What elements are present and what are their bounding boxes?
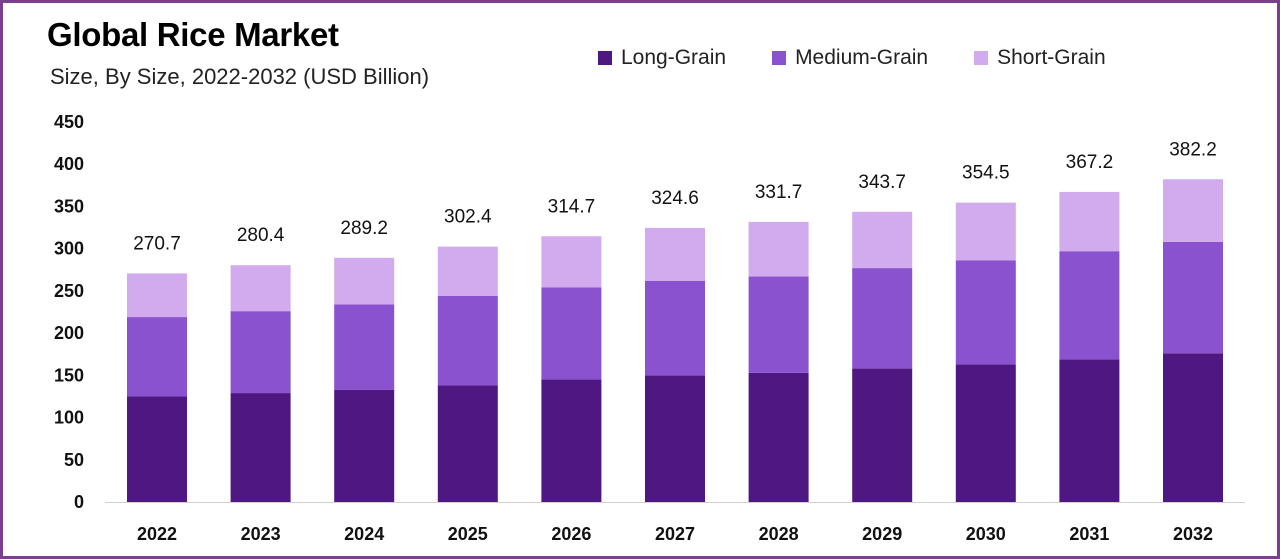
bar-segment-short-grain (645, 227, 705, 281)
bar-segment-short-grain (748, 221, 809, 277)
bar-total-label: 367.2 (1066, 152, 1114, 173)
bar-segment-long-grain (645, 375, 705, 502)
x-tick-label: 2023 (241, 524, 281, 544)
x-tick-label: 2022 (137, 524, 177, 544)
bar-total-label: 302.4 (444, 207, 492, 228)
chart-subtitle: Size, By Size, 2022-2032 (USD Billion) (50, 64, 430, 89)
bar-segment-long-grain (437, 385, 498, 502)
legend-label-long-grain: Long-Grain (621, 46, 727, 69)
bar-segment-short-grain (852, 211, 913, 269)
bar-segment-long-grain (230, 393, 291, 502)
bar-segment-medium-grain (1163, 241, 1223, 354)
bar-segment-short-grain (230, 265, 291, 312)
x-tick-label: 2025 (448, 524, 488, 544)
bar-segment-short-grain (1163, 179, 1223, 242)
y-tick-label: 350 (54, 196, 84, 216)
bar-segment-medium-grain (437, 295, 498, 386)
legend-item-long-grain: Long-Grain (598, 46, 726, 70)
bar-segment-medium-grain (1059, 251, 1120, 360)
bar-segment-short-grain (541, 236, 602, 288)
bar-total-label: 270.7 (133, 233, 181, 254)
bar-segment-medium-grain (645, 280, 705, 376)
bar-segment-long-grain (127, 396, 187, 502)
y-tick-label: 150 (54, 365, 84, 385)
bar-segment-long-grain (334, 389, 395, 502)
y-tick-label: 50 (64, 450, 84, 470)
bar-segment-short-grain (334, 257, 395, 305)
bar-segment-long-grain (852, 368, 913, 502)
y-tick-label: 200 (54, 323, 84, 343)
bar-segment-long-grain (748, 372, 809, 502)
bar-total-label: 382.2 (1169, 139, 1217, 160)
bar-segment-short-grain (127, 273, 187, 318)
bar-segment-medium-grain (955, 260, 1016, 365)
y-tick-label: 300 (54, 239, 84, 259)
bar-total-label: 343.7 (858, 172, 906, 193)
bar-segment-short-grain (1059, 191, 1120, 252)
y-tick-label: 100 (54, 408, 84, 428)
legend-item-medium-grain: Medium-Grain (772, 46, 928, 70)
bar-segment-short-grain (437, 246, 498, 296)
x-tick-label: 2031 (1069, 524, 1109, 544)
y-tick-label: 0 (74, 492, 84, 512)
x-tick-label: 2026 (551, 524, 591, 544)
y-tick-label: 400 (54, 154, 84, 174)
y-tick-label: 250 (54, 281, 84, 301)
bar-segment-medium-grain (541, 287, 602, 380)
x-tick-label: 2024 (344, 524, 384, 544)
x-tick-label: 2032 (1173, 524, 1213, 544)
legend-item-short-grain: Short-Grain (974, 46, 1106, 70)
y-tick-label: 450 (54, 112, 84, 132)
legend-swatch-medium-grain (772, 51, 787, 65)
legend-swatch-long-grain (598, 51, 612, 65)
x-tick-label: 2028 (759, 524, 799, 544)
x-tick-label: 2029 (862, 524, 902, 544)
bar-segment-long-grain (541, 379, 602, 502)
x-tick-label: 2027 (655, 524, 695, 544)
bar-total-label: 331.7 (755, 182, 803, 203)
bar-total-label: 354.5 (962, 163, 1010, 184)
bar-segment-medium-grain (748, 276, 809, 373)
bar-segment-short-grain (955, 202, 1016, 261)
bar-segment-medium-grain (230, 311, 291, 394)
bar-segment-medium-grain (852, 268, 913, 369)
legend-label-medium-grain: Medium-Grain (795, 46, 929, 69)
bar-segment-medium-grain (334, 304, 395, 390)
bar-total-label: 289.2 (340, 218, 388, 239)
legend-label-short-grain: Short-Grain (997, 46, 1106, 69)
legend: Long-Grain Medium-Grain Short-Grain (598, 46, 1152, 70)
legend-swatch-short-grain (974, 51, 989, 65)
bar-total-label: 280.4 (237, 225, 285, 246)
chart-title: Global Rice Market (47, 16, 339, 53)
bar-total-label: 314.7 (548, 196, 596, 217)
bar-total-label: 324.6 (651, 188, 699, 209)
bar-segment-long-grain (1059, 359, 1120, 502)
x-tick-label: 2030 (966, 524, 1006, 544)
bar-segment-medium-grain (127, 317, 187, 397)
bar-segment-long-grain (955, 364, 1016, 502)
bar-segment-long-grain (1163, 353, 1223, 502)
